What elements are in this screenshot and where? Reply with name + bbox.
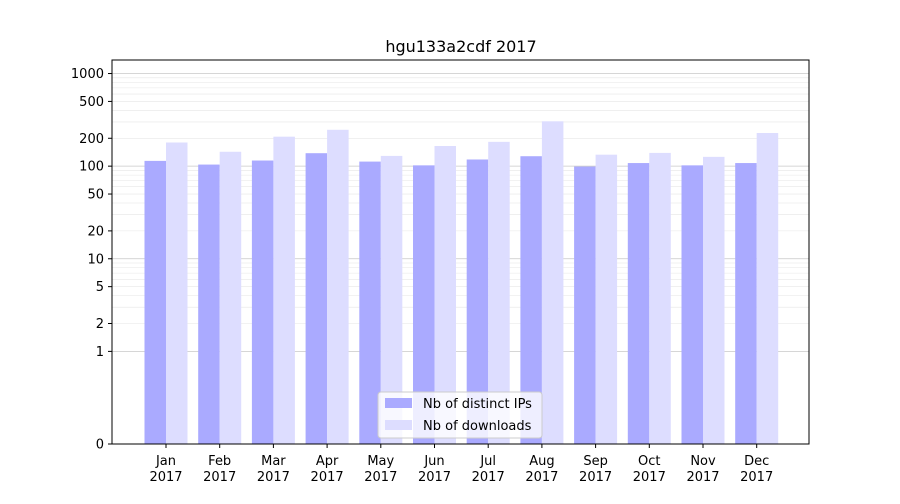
legend: Nb of distinct IPs Nb of downloads xyxy=(377,391,543,439)
plot-frame xyxy=(111,59,810,445)
bar-distinct-ips xyxy=(574,166,596,444)
y-tick-label: 100 xyxy=(79,160,104,175)
bar-downloads xyxy=(166,142,188,445)
y-tick-label: 200 xyxy=(79,132,104,147)
x-tick-label: Jun 2017 xyxy=(418,454,451,485)
legend-box xyxy=(377,391,543,439)
y-tick-label: 50 xyxy=(87,188,104,203)
bar-distinct-ips xyxy=(520,156,542,444)
bar-distinct-ips xyxy=(305,153,328,444)
y-tick-label: 5 xyxy=(96,280,104,295)
bar-downloads xyxy=(434,146,456,444)
x-axis: Jan 2017 Feb 2017 Mar 2017 Apr 2017 May 2017 Jun 20… xyxy=(149,444,773,485)
bar-distinct-ips xyxy=(735,163,757,444)
bar-distinct-ips xyxy=(198,164,220,445)
x-tick-label: Dec 2017 xyxy=(740,454,773,485)
legend-swatch-downloads xyxy=(385,420,412,430)
y-tick-label: 10 xyxy=(87,252,104,267)
x-tick-label: May 2017 xyxy=(364,454,397,485)
legend-label-downloads: Nb of downloads xyxy=(423,419,532,434)
x-tick-label: Sep 2017 xyxy=(579,454,612,485)
y-tick-label: 20 xyxy=(87,224,104,239)
bar-downloads xyxy=(380,155,403,445)
bar-distinct-ips xyxy=(251,160,274,444)
y-tick-label: 0 xyxy=(96,438,104,453)
legend-swatch-distinct-ips xyxy=(385,398,412,408)
bar-downloads xyxy=(488,141,510,445)
y-tick-label: 1 xyxy=(96,345,104,360)
bar-distinct-ips xyxy=(413,165,435,444)
bar-distinct-ips xyxy=(144,160,166,445)
y-tick-label: 500 xyxy=(79,95,104,110)
y-tick-label: 1000 xyxy=(71,67,104,82)
bar-downloads xyxy=(219,151,242,444)
x-tick-label: Feb 2017 xyxy=(203,454,236,485)
x-tick-label: Aug 2017 xyxy=(525,454,558,485)
bar-downloads xyxy=(273,136,295,444)
x-tick-label: Jan 2017 xyxy=(149,454,182,485)
y-tick-label: 2 xyxy=(96,317,104,332)
bar-downloads xyxy=(756,132,779,444)
bar-downloads xyxy=(541,121,564,444)
x-tick-label: Jul 2017 xyxy=(472,454,505,485)
bar-distinct-ips xyxy=(681,165,703,444)
bar-distinct-ips xyxy=(627,163,650,444)
bar-downloads xyxy=(703,156,725,444)
bar-downloads xyxy=(595,154,618,444)
x-tick-label: Nov 2017 xyxy=(686,454,719,485)
bar-distinct-ips xyxy=(359,161,381,445)
legend-label-distinct-ips: Nb of distinct IPs xyxy=(423,397,532,412)
x-tick-label: Oct 2017 xyxy=(633,454,666,485)
bar-distinct-ips xyxy=(466,159,489,445)
bar-downloads xyxy=(327,129,349,445)
bar-downloads xyxy=(649,152,671,445)
x-tick-label: Apr 2017 xyxy=(311,454,344,485)
bars xyxy=(144,121,779,445)
x-tick-label: Mar 2017 xyxy=(257,454,290,485)
chart-title: hgu133a2cdf 2017 xyxy=(385,37,536,56)
y-axis: 0 1 2 5 10 20 50 100 200 500 1000 xyxy=(71,67,112,453)
